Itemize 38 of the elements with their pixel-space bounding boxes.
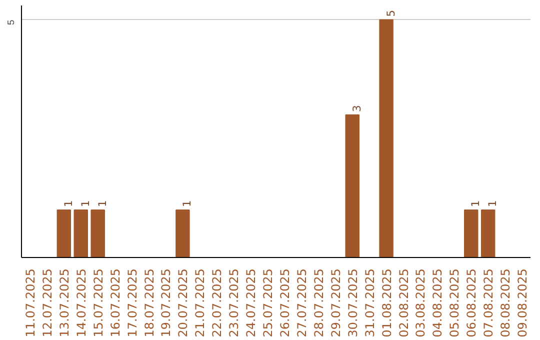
data-label: 1: [180, 200, 194, 207]
data-label: 5: [384, 10, 398, 17]
x-tick-label: 25.07.2025: [261, 268, 276, 338]
x-tick-label: 19.07.2025: [159, 268, 174, 338]
data-label: 1: [486, 200, 500, 207]
x-tick-label: 29.07.2025: [328, 268, 343, 338]
x-tick-label: 06.08.2025: [464, 268, 479, 338]
x-tick-label: 17.07.2025: [125, 268, 140, 338]
x-tick-label: 15.07.2025: [91, 268, 106, 338]
data-label: 1: [62, 200, 75, 207]
x-tick-label: 26.07.2025: [278, 268, 292, 338]
x-tick-label: 09.08.2025: [516, 268, 530, 338]
x-tick-label: 01.08.2025: [380, 268, 394, 338]
data-label: 1: [78, 200, 92, 207]
data-label: 1: [469, 200, 482, 207]
x-tick-label: 11.07.2025: [23, 268, 38, 338]
x-tick-label: 24.07.2025: [244, 268, 258, 338]
x-tick-label: 23.07.2025: [227, 268, 242, 338]
data-label: 1: [96, 200, 109, 207]
x-tick-label: 20.07.2025: [176, 268, 190, 338]
x-tick-label: 30.07.2025: [346, 268, 360, 338]
x-tick-label: 03.08.2025: [414, 268, 428, 338]
x-tick-label: 27.07.2025: [294, 268, 309, 338]
x-tick-label: 08.08.2025: [498, 268, 513, 338]
data-label: 3: [350, 105, 364, 112]
x-tick-label: 16.07.2025: [108, 268, 122, 338]
x-tick-label: 07.08.2025: [482, 268, 496, 338]
x-tick-label: 12.07.2025: [40, 268, 54, 338]
x-tick-label: 28.07.2025: [312, 268, 326, 338]
x-tick-label: 13.07.2025: [57, 268, 72, 338]
x-tick-label: 31.07.2025: [362, 268, 377, 338]
x-tick-label: 04.08.2025: [430, 268, 445, 338]
x-tick-label: 05.08.2025: [448, 268, 462, 338]
x-tick-label: 02.08.2025: [396, 268, 411, 338]
x-tick-label: 22.07.2025: [210, 268, 224, 338]
x-tick-label: 18.07.2025: [142, 268, 156, 338]
x-tick-label: 21.07.2025: [193, 268, 208, 338]
x-tick-label: 14.07.2025: [74, 268, 88, 338]
